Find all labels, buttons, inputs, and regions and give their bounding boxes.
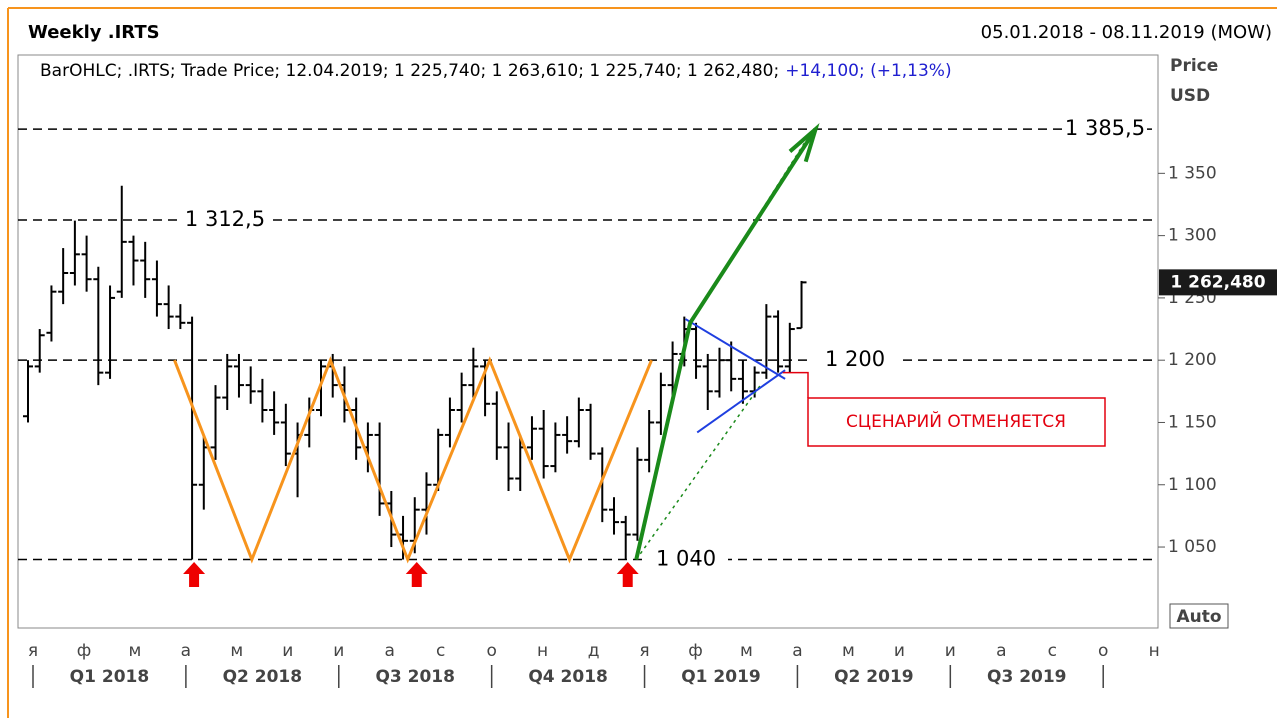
y-tick-label: 1 200	[1168, 350, 1217, 370]
signal-arrow	[405, 562, 428, 587]
level-label: 1 200	[825, 347, 885, 371]
x-tick-label: о	[1098, 641, 1108, 661]
date-range: 05.01.2018 - 08.11.2019 (MOW)	[981, 22, 1272, 43]
x-tick-label: с	[436, 641, 445, 661]
x-tick-label: и	[282, 641, 293, 661]
level-label-bg	[813, 348, 897, 373]
quarter-label: Q3 2019	[987, 667, 1067, 687]
level-label: 1 040	[656, 546, 716, 570]
y-tick-label: 1 150	[1168, 412, 1217, 432]
x-tick-label: н	[1149, 641, 1160, 661]
level-label-bg	[1063, 117, 1147, 142]
channel-line	[635, 384, 762, 560]
triangle-line	[696, 369, 786, 434]
last-price-label: 1 262,480	[1170, 272, 1265, 292]
x-tick-label: я	[639, 641, 649, 661]
x-tick-label: м	[740, 641, 753, 661]
w-pattern	[173, 356, 653, 564]
signal-arrow	[183, 562, 206, 587]
x-tick-label: а	[996, 641, 1006, 661]
axis-title: Price	[1170, 56, 1218, 76]
auto-button-label[interactable]: Auto	[1176, 607, 1221, 627]
x-tick-label: а	[792, 641, 802, 661]
arrow-head	[788, 123, 820, 163]
level-label: 1 312,5	[185, 207, 265, 231]
x-tick-label: д	[588, 641, 600, 661]
level-label-bg	[644, 547, 728, 572]
x-tick-label: м	[842, 641, 855, 661]
triangle-line	[684, 318, 786, 380]
quarter-label: Q3 2018	[375, 667, 455, 687]
level-label: 1 385,5	[1065, 116, 1145, 140]
last-price-box	[1159, 269, 1277, 296]
info-change: +14,100; (+1,13%)	[785, 61, 951, 81]
x-tick-label: ф	[77, 641, 92, 661]
quarter-label: Q1 2019	[681, 667, 761, 687]
info-line: BarOHLC; .IRTS; Trade Price; 12.04.2019;…	[40, 61, 952, 81]
callout-text: СЦЕНАРИЙ ОТМЕНЯЕТСЯ	[846, 410, 1066, 432]
x-tick-label: я	[28, 641, 38, 661]
x-tick-label: н	[537, 641, 548, 661]
y-tick-label: 1 300	[1168, 226, 1217, 246]
x-tick-label: и	[894, 641, 905, 661]
level-label-bg	[183, 208, 267, 233]
x-tick-label: ф	[688, 641, 703, 661]
x-tick-label: м	[230, 641, 243, 661]
axis-title: USD	[1170, 86, 1210, 106]
quarter-label: Q2 2019	[834, 667, 914, 687]
y-tick-label: 1 050	[1168, 537, 1217, 557]
y-tick-label: 1 100	[1168, 475, 1217, 495]
signal-arrow	[616, 562, 639, 587]
x-tick-label: м	[129, 641, 142, 661]
info: BarOHLC; .IRTS; Trade Price; 12.04.2019;…	[40, 61, 779, 81]
x-tick-label: а	[181, 641, 191, 661]
x-tick-label: и	[333, 641, 344, 661]
x-tick-label: о	[486, 641, 496, 661]
y-tick-label: 1 350	[1168, 163, 1217, 183]
auto-button[interactable]	[1169, 603, 1229, 629]
chart-title: Weekly .IRTS	[28, 22, 160, 43]
quarter-label: Q2 2018	[223, 667, 303, 687]
x-tick-label: и	[945, 641, 956, 661]
quarter-label: Q1 2018	[70, 667, 150, 687]
quarter-label: Q4 2018	[528, 667, 608, 687]
plot-border	[17, 54, 1159, 629]
target-arrow	[634, 128, 818, 560]
x-tick-label: а	[385, 641, 395, 661]
callout-box	[807, 397, 1106, 447]
callout-leader	[782, 371, 809, 398]
x-tick-label: с	[1048, 641, 1057, 661]
